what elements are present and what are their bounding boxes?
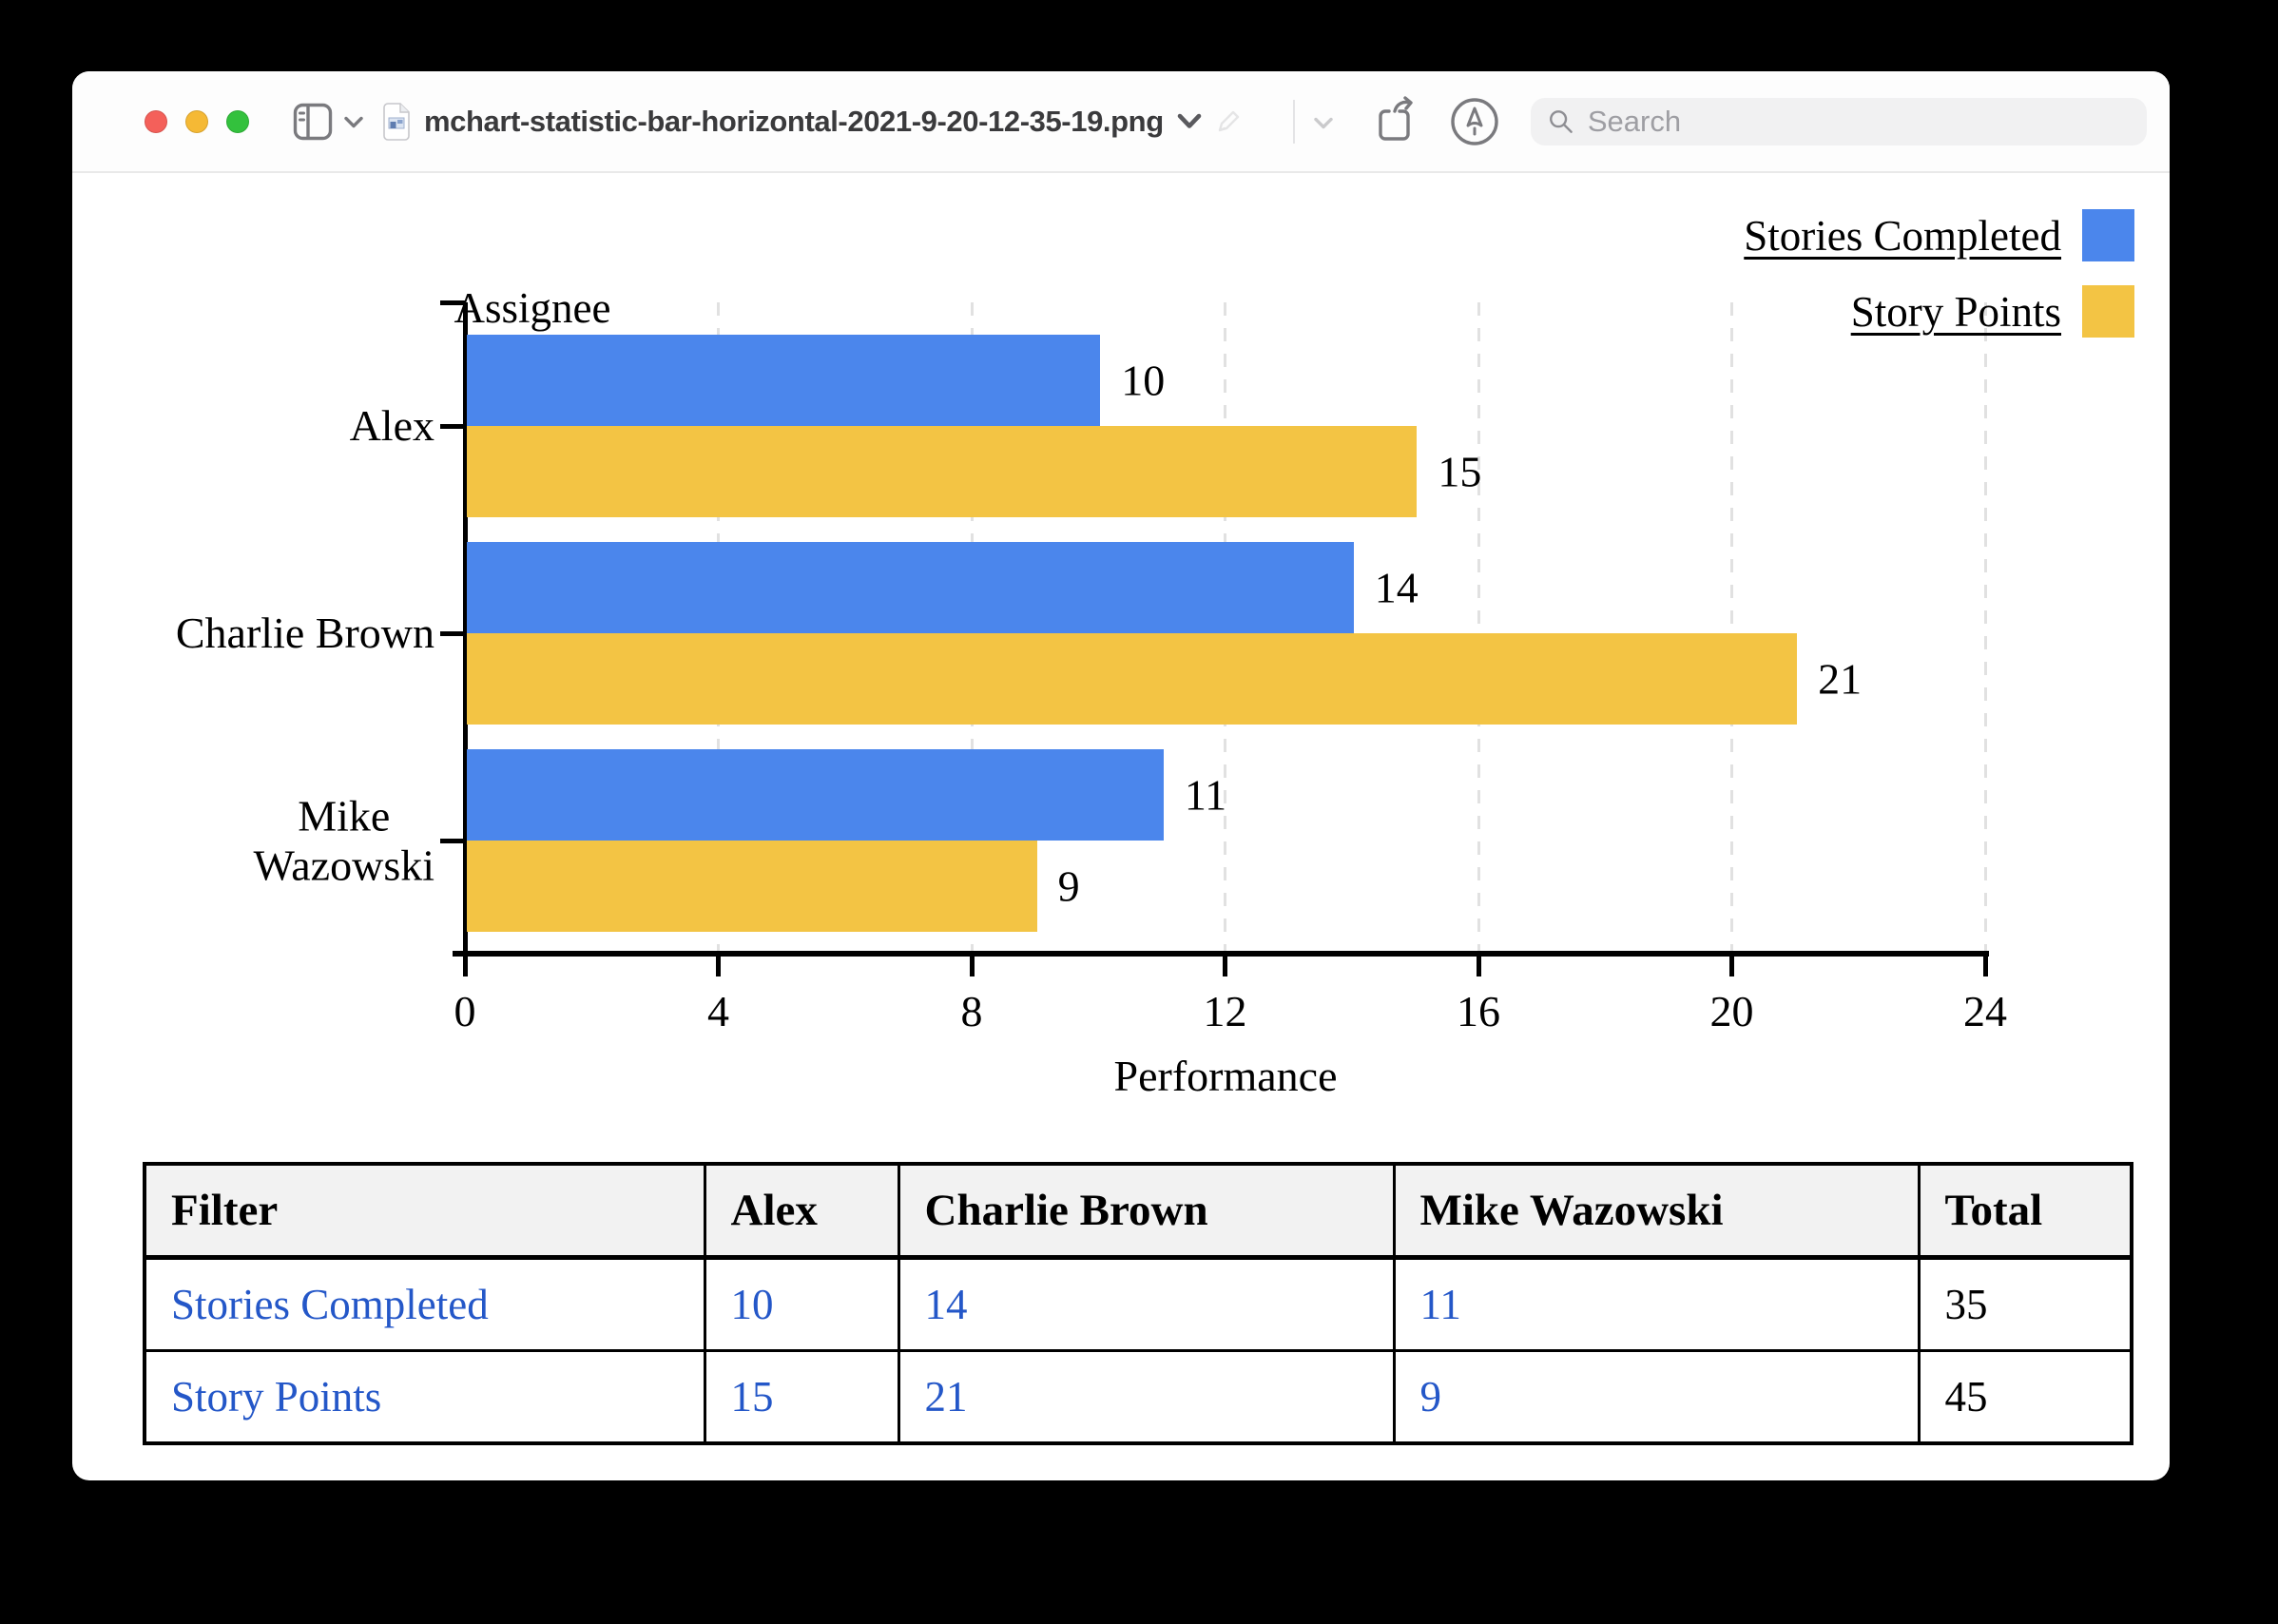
y-axis-tick [440,423,465,429]
search-icon [1550,110,1573,133]
sidebar-toggle-icon[interactable] [293,103,333,141]
y-axis-tick [440,630,465,636]
sidebar-chevron-down-icon[interactable] [344,116,363,128]
x-axis-tick [1729,956,1734,976]
bar-story-points [467,633,1798,725]
zoom-button[interactable] [226,110,249,133]
y-axis-cap-tick [440,300,465,305]
x-axis-tick [1982,956,1988,976]
header-mike-wazowski: Mike Wazowski [1392,1162,1921,1260]
cell-value[interactable]: 9 [1392,1349,1921,1445]
gridline [1477,302,1480,951]
header-alex: Alex [703,1162,900,1260]
legend-swatch [2082,209,2134,261]
x-axis-tick-label: 12 [1203,987,1247,1035]
x-axis-tick [969,956,975,976]
bar-value-label: 14 [1374,563,1419,612]
header-total: Total [1917,1162,2133,1260]
cell-value[interactable]: 14 [897,1256,1396,1352]
bar-value-label: 21 [1818,654,1863,704]
search-field[interactable] [1531,98,2147,145]
cell-value[interactable]: 11 [1392,1256,1921,1352]
filter-link-stories-completed[interactable]: Stories Completed [143,1256,706,1352]
quicklook-window: mchart-statistic-bar-horizontal-2021-9-2… [72,71,2170,1480]
bar-value-label: 10 [1121,356,1166,405]
bar-stories-completed [467,335,1101,426]
summary-table: Filter Alex Charlie Brown Mike Wazowski … [143,1162,2133,1445]
x-axis-tick [1476,956,1481,976]
x-axis-tick-label: 4 [707,987,729,1035]
table-row: Stories Completed 10 14 11 35 [143,1256,2133,1352]
traffic-lights [145,110,249,133]
category-label: Mike Wazowski [253,791,434,889]
close-button[interactable] [145,110,167,133]
minimize-button[interactable] [185,110,208,133]
png-file-icon [383,102,410,141]
x-axis-line [453,951,1989,957]
x-axis-title: Performance [1113,1052,1338,1100]
legend-item[interactable]: Stories Completed [1744,209,2134,261]
bar-stories-completed [467,749,1164,841]
markup-icon[interactable] [1447,94,1502,149]
x-axis-tick-label: 0 [454,987,476,1035]
bar-value-label: 9 [1057,861,1080,911]
cell-value[interactable]: 21 [897,1349,1396,1445]
edit-filename-icon [1218,110,1239,131]
cell-total: 35 [1917,1256,2133,1352]
chart-y-axis-title: Assignee [454,284,611,332]
legend-swatch [2082,285,2134,338]
bar-story-points [467,841,1037,932]
bar-stories-completed [467,542,1354,633]
x-axis-tick [1223,956,1227,976]
x-axis-tick-label: 24 [1963,987,2007,1035]
bar-story-points [467,426,1418,517]
filename-chevron-down-icon[interactable] [1177,113,1202,129]
legend-label[interactable]: Stories Completed [1744,211,2061,260]
x-axis-tick [716,956,721,976]
bar-value-label: 11 [1184,770,1227,820]
header-charlie-brown: Charlie Brown [897,1162,1396,1260]
title-bar: mchart-statistic-bar-horizontal-2021-9-2… [72,71,2170,173]
filter-link-story-points[interactable]: Story Points [143,1349,706,1445]
toolbar-divider [1293,100,1295,144]
gridline [1983,302,1987,951]
cell-value[interactable]: 15 [703,1349,900,1445]
bar-chart: Assignee Performance 0 4 8 12 16 20 24 10 15 Alex… [72,171,2170,1162]
legend-label[interactable]: Story Points [1850,287,2061,336]
header-filter: Filter [143,1162,706,1260]
window-title-filename[interactable]: mchart-statistic-bar-horizontal-2021-9-2… [424,104,1164,138]
search-input[interactable] [1585,104,2130,140]
x-axis-tick-label: 16 [1457,987,1500,1035]
cell-total: 45 [1917,1349,2133,1445]
y-axis-tick [440,838,465,843]
table-row: Story Points 15 21 9 45 [143,1349,2133,1445]
chevron-down-disabled-icon [1314,117,1333,129]
category-label: Alex [349,401,434,451]
share-icon[interactable] [1363,94,1419,149]
gridline [1730,302,1733,951]
x-axis-tick-label: 8 [960,987,983,1035]
category-label: Charlie Brown [175,609,434,658]
bar-value-label: 15 [1438,447,1482,496]
x-axis-tick [462,956,468,976]
cell-value[interactable]: 10 [703,1256,900,1352]
y-axis-line [463,302,468,951]
table-header-row: Filter Alex Charlie Brown Mike Wazowski … [143,1162,2133,1260]
x-axis-tick-label: 20 [1709,987,1754,1035]
legend-item[interactable]: Story Points [1851,285,2134,338]
